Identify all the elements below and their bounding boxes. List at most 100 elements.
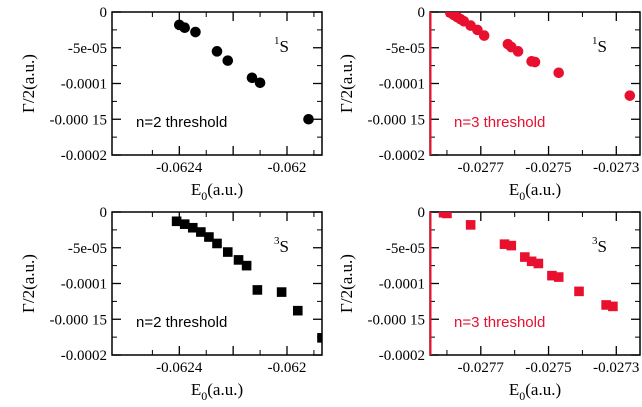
x-tick-label: -0.0277 [458, 360, 505, 376]
data-point [246, 72, 258, 84]
data-point [196, 227, 206, 237]
data-point [292, 305, 303, 316]
threshold-annotation: n=2 threshold [136, 314, 227, 331]
y-tick-label: -5e-05 [68, 41, 107, 57]
x-tick-label: -0.0624 [156, 360, 203, 376]
y-tick-label: 0 [418, 205, 426, 221]
data-point [190, 26, 201, 38]
data-point [252, 285, 263, 295]
data-series [438, 212, 618, 312]
data-point [465, 220, 476, 230]
x-axis-label-sub: 0 [519, 189, 525, 203]
threshold-annotation: n=2 threshold [136, 114, 227, 131]
state-label: 3S [274, 235, 289, 256]
y-tick-label: 0 [100, 5, 108, 21]
x-tick-label: -0.0277 [458, 160, 505, 176]
threshold-annotation: n=3 threshold [454, 114, 545, 131]
data-point [303, 113, 314, 125]
y-tick-label: -0.0002 [61, 348, 107, 364]
state-label: 1S [592, 35, 607, 56]
data-point [222, 55, 234, 66]
x-tick-label: -0.062 [268, 160, 307, 176]
data-point [241, 260, 252, 271]
y-axis-label: Γ/2(a.u.) [19, 254, 38, 313]
data-point [212, 238, 222, 249]
x-axis-label: E0(a.u.) [509, 380, 561, 403]
x-tick-label: -0.0273 [593, 160, 639, 176]
panel-top-right: 0 -5e-05 -0.0001 -0.000 15 -0.0002 -0.0277 -0.… [337, 5, 641, 203]
y-tick-label: 0 [100, 205, 108, 221]
panel-top-left: 0 -5e-05 -0.0001 -0.000 15 -0.0002 -0.0624 -0.… [19, 5, 323, 203]
x-axis-label-main: E [191, 380, 201, 399]
plot-frame [429, 11, 641, 156]
data-point [553, 67, 565, 79]
y-tick-label: -0.000 15 [368, 112, 426, 128]
x-axis-label-sub: 0 [201, 189, 207, 203]
state-label-base: S [598, 237, 607, 256]
y-tick-label: -0.000 15 [50, 112, 108, 128]
data-point [512, 46, 524, 57]
data-point [478, 30, 490, 41]
y-tick-label: -0.0002 [379, 348, 425, 364]
state-label-base: S [280, 37, 289, 56]
x-axis-label-main: E [509, 380, 519, 399]
data-point [204, 232, 214, 242]
y-tick-label: -0.0001 [61, 277, 107, 293]
x-tick-label: -0.0275 [525, 160, 571, 176]
x-axis-label: E0(a.u.) [191, 180, 243, 203]
y-tick-label: -0.0002 [379, 148, 425, 164]
data-point [179, 22, 190, 34]
state-label: 1S [274, 35, 289, 56]
x-axis-label-main: E [191, 180, 201, 199]
data-point [179, 219, 190, 229]
data-point [187, 222, 198, 233]
x-axis-label-sub: 0 [201, 389, 207, 403]
x-axis-label-sub: 0 [519, 389, 525, 403]
data-point [222, 247, 233, 257]
data-series [445, 12, 636, 101]
data-point [547, 270, 557, 281]
x-tick-label: -0.062 [268, 360, 307, 376]
data-point [171, 216, 182, 227]
data-point [553, 272, 564, 282]
data-point [520, 252, 530, 262]
y-tick-label: -5e-05 [68, 241, 107, 257]
data-point [624, 90, 636, 101]
x-tick-label: -0.0273 [593, 360, 639, 376]
data-point [526, 256, 537, 267]
y-axis-label: Γ/2(a.u.) [337, 254, 356, 313]
plot-frame [111, 11, 323, 156]
y-tick-label: -0.0001 [61, 77, 107, 93]
x-axis-label-main: E [509, 180, 519, 199]
y-tick-label: -0.0002 [61, 148, 107, 164]
x-axis-label-unit: (a.u.) [525, 180, 561, 199]
x-axis-label-unit: (a.u.) [207, 180, 243, 199]
state-label-sup: 3 [274, 235, 280, 247]
state-label-base: S [598, 37, 607, 56]
data-point [608, 301, 618, 312]
state-label-sup: 1 [274, 35, 280, 47]
data-point [499, 239, 510, 249]
data-point [574, 286, 584, 297]
x-tick-label: -0.0275 [525, 360, 571, 376]
y-tick-label: -0.0001 [379, 77, 425, 93]
data-point [254, 77, 266, 89]
y-tick-label: -5e-05 [386, 41, 425, 57]
y-tick-label: 0 [418, 5, 426, 21]
x-axis-label: E0(a.u.) [191, 380, 243, 403]
data-series [171, 216, 322, 343]
data-point [233, 255, 244, 265]
data-point [317, 333, 322, 343]
state-label-sup: 3 [592, 235, 598, 247]
panel-bottom-left: 0 -5e-05 -0.0001 -0.000 15 -0.0002 -0.0624 -0.… [19, 205, 323, 403]
panel-bottom-right: 0 -5e-05 -0.0001 -0.000 15 -0.0002 -0.0277 -0.… [337, 205, 641, 403]
data-series [174, 19, 314, 125]
data-point [211, 46, 223, 57]
state-label: 3S [592, 235, 607, 256]
x-axis-label-unit: (a.u.) [525, 380, 561, 399]
plot-frame [429, 211, 641, 356]
data-point [601, 300, 611, 310]
data-point [442, 212, 452, 219]
x-axis-label: E0(a.u.) [509, 180, 561, 203]
